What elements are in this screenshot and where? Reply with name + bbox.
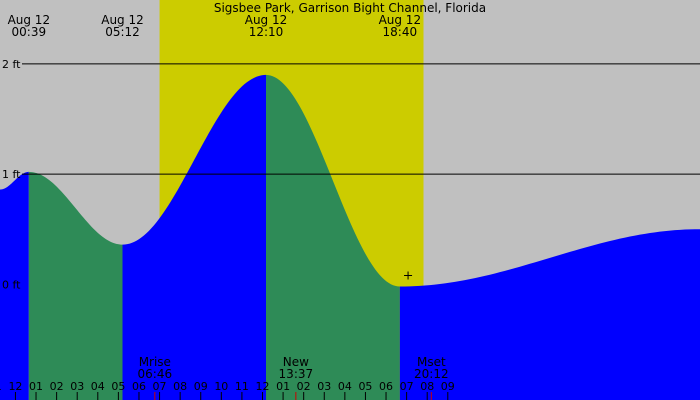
hour-label: 03: [317, 380, 331, 393]
hour-label: 08: [420, 380, 434, 393]
rising-tide-area: [0, 171, 29, 400]
hour-label: 02: [50, 380, 64, 393]
hour-label: 05: [358, 380, 372, 393]
falling-tide-area: [266, 74, 400, 400]
height-gridlines: [22, 63, 700, 175]
hour-label: 10: [214, 380, 228, 393]
hour-label: 09: [441, 380, 455, 393]
falling-tide-area: [28, 171, 123, 400]
moon-event-label: Mrise: [139, 355, 171, 369]
hour-label: 08: [173, 380, 187, 393]
hour-label: 06: [132, 380, 146, 393]
hour-label: 11: [235, 380, 249, 393]
y-tick-label: 0 ft: [2, 278, 21, 291]
moon-event-time: 20:12: [414, 367, 449, 381]
chart-title: Sigsbee Park, Garrison Bight Channel, Fl…: [214, 1, 486, 15]
hour-label: 01: [276, 380, 290, 393]
hour-label: 03: [70, 380, 84, 393]
hour-label: 05: [111, 380, 125, 393]
hour-label: 04: [338, 380, 352, 393]
tide-areas: [0, 74, 700, 400]
extreme-time-label: 12:10: [249, 25, 284, 39]
extreme-date-label: Aug 12: [101, 13, 144, 27]
low-tide-marker: [404, 271, 413, 280]
extreme-time-label: 18:40: [383, 25, 418, 39]
moon-event-label: Mset: [417, 355, 446, 369]
y-tick-label: 1 ft: [2, 168, 21, 181]
hour-label: 07: [400, 380, 414, 393]
hour-label: 01: [29, 380, 43, 393]
rising-tide-area: [122, 74, 266, 400]
y-axis-labels: 2 ft 1 ft 0 ft: [2, 58, 21, 291]
extreme-time-label: 00:39: [12, 25, 47, 39]
hour-label: 11: [0, 380, 2, 393]
rising-tide-area: [399, 229, 700, 400]
hour-label: 06: [379, 380, 393, 393]
moon-event-label: New: [283, 355, 309, 369]
hour-label: 12: [8, 380, 22, 393]
hour-axis: 11 12 01 02 03 04 05 06 07 08 09 10 11 12 01 02 03 04 05 06…: [0, 380, 455, 400]
hour-label: 02: [297, 380, 311, 393]
moon-event-time: 13:37: [279, 367, 314, 381]
hour-label: 07: [153, 380, 167, 393]
extreme-date-label: Aug 12: [245, 13, 288, 27]
moon-event-time: 06:46: [138, 367, 173, 381]
hour-label: 12: [256, 380, 270, 393]
extreme-date-label: Aug 12: [379, 13, 422, 27]
extreme-date-label: Aug 12: [8, 13, 51, 27]
hour-label: 04: [91, 380, 105, 393]
extreme-time-label: 05:12: [105, 25, 140, 39]
hour-label: 09: [194, 380, 208, 393]
y-tick-label: 2 ft: [2, 58, 21, 71]
